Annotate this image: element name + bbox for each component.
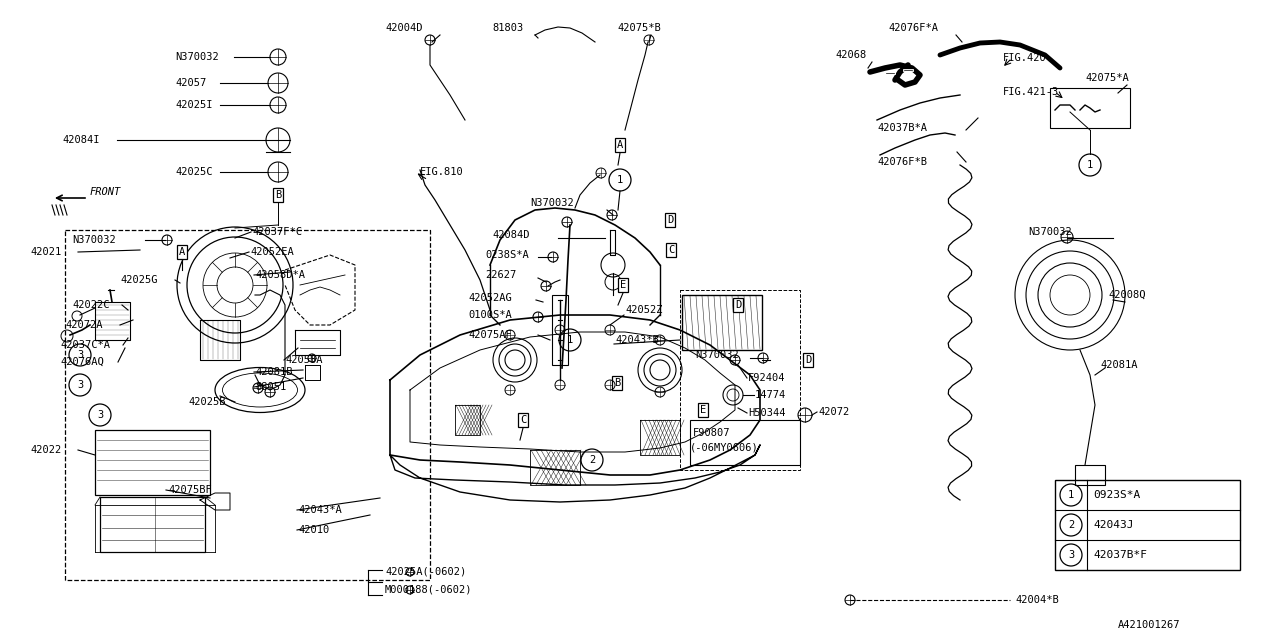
Text: 42075*B: 42075*B (617, 23, 660, 33)
Text: 42084D: 42084D (492, 230, 530, 240)
Text: 42037B*F: 42037B*F (1093, 550, 1147, 560)
Text: 42052EA: 42052EA (250, 247, 293, 257)
Text: N370032: N370032 (1028, 227, 1071, 237)
Text: 2: 2 (589, 455, 595, 465)
Text: M000188(-0602): M000188(-0602) (385, 585, 472, 595)
Text: 42037F*C: 42037F*C (252, 227, 302, 237)
Text: 42075BF: 42075BF (168, 485, 211, 495)
Text: A: A (617, 140, 623, 150)
Text: 42058A: 42058A (285, 355, 323, 365)
Text: N370032: N370032 (72, 235, 115, 245)
Text: 2: 2 (1068, 520, 1074, 530)
Text: 42022: 42022 (29, 445, 61, 455)
Text: 42052AG: 42052AG (468, 293, 512, 303)
Text: 0923S*A: 0923S*A (1093, 490, 1140, 500)
Text: 42004D: 42004D (385, 23, 422, 33)
Text: C: C (520, 415, 526, 425)
Text: 0238S*A: 0238S*A (485, 250, 529, 260)
Text: 42043*A: 42043*A (298, 505, 342, 515)
Text: 42057: 42057 (175, 78, 206, 88)
Text: FIG.420: FIG.420 (1004, 53, 1047, 63)
Text: 42072A: 42072A (65, 320, 102, 330)
Text: 42081A: 42081A (1100, 360, 1138, 370)
Text: 42004*B: 42004*B (1015, 595, 1059, 605)
Text: 42075AF: 42075AF (468, 330, 512, 340)
Text: (-06MY0606): (-06MY0606) (690, 443, 759, 453)
Text: FIG.421-3: FIG.421-3 (1004, 87, 1060, 97)
Text: 42076AQ: 42076AQ (60, 357, 104, 367)
Text: 3: 3 (1068, 550, 1074, 560)
Text: 42025I: 42025I (175, 100, 212, 110)
Text: FRONT: FRONT (90, 187, 122, 197)
Text: 42008Q: 42008Q (1108, 290, 1146, 300)
Text: E: E (700, 405, 707, 415)
Text: 42037C*A: 42037C*A (60, 340, 110, 350)
Text: 42052Z: 42052Z (625, 305, 663, 315)
Text: C: C (668, 245, 675, 255)
Text: 0100S*A: 0100S*A (468, 310, 512, 320)
Text: B: B (275, 190, 282, 200)
Text: 14774: 14774 (755, 390, 786, 400)
Text: 22627: 22627 (485, 270, 516, 280)
Text: N370032: N370032 (175, 52, 219, 62)
Text: D: D (735, 300, 741, 310)
Text: 42043*B: 42043*B (614, 335, 659, 345)
Text: F90807: F90807 (692, 428, 731, 438)
Text: A: A (179, 247, 186, 257)
Text: 3: 3 (77, 380, 83, 390)
Text: D: D (667, 215, 673, 225)
Text: 42010: 42010 (298, 525, 329, 535)
Text: 42025A(-0602): 42025A(-0602) (385, 567, 466, 577)
Text: 1: 1 (1068, 490, 1074, 500)
Text: 42025G: 42025G (120, 275, 157, 285)
Text: A421001267: A421001267 (1117, 620, 1180, 630)
Text: 42072: 42072 (818, 407, 849, 417)
Text: 42058D*A: 42058D*A (255, 270, 305, 280)
Text: 42084I: 42084I (61, 135, 100, 145)
Text: B: B (614, 378, 620, 388)
Text: 81803: 81803 (492, 23, 524, 33)
Text: 3: 3 (77, 350, 83, 360)
Text: 1: 1 (617, 175, 623, 185)
Text: 42068: 42068 (835, 50, 867, 60)
Text: 42043J: 42043J (1093, 520, 1134, 530)
Text: N370032: N370032 (530, 198, 573, 208)
Text: 42022C: 42022C (72, 300, 110, 310)
Text: 42025C: 42025C (175, 167, 212, 177)
Text: F92404: F92404 (748, 373, 786, 383)
Text: 42025B: 42025B (188, 397, 225, 407)
Text: E: E (620, 280, 626, 290)
Text: 88051: 88051 (255, 382, 287, 392)
Text: 42021: 42021 (29, 247, 61, 257)
Text: H50344: H50344 (748, 408, 786, 418)
Text: D: D (805, 355, 812, 365)
Text: N370032: N370032 (695, 350, 739, 360)
Text: 42076F*A: 42076F*A (888, 23, 938, 33)
Text: 42075*A: 42075*A (1085, 73, 1129, 83)
Text: 42076F*B: 42076F*B (877, 157, 927, 167)
Text: 3: 3 (97, 410, 104, 420)
Text: FIG.810: FIG.810 (420, 167, 463, 177)
Text: 1: 1 (567, 335, 573, 345)
Text: 42037B*A: 42037B*A (877, 123, 927, 133)
Text: 1: 1 (1087, 160, 1093, 170)
Text: 42081B: 42081B (255, 367, 293, 377)
